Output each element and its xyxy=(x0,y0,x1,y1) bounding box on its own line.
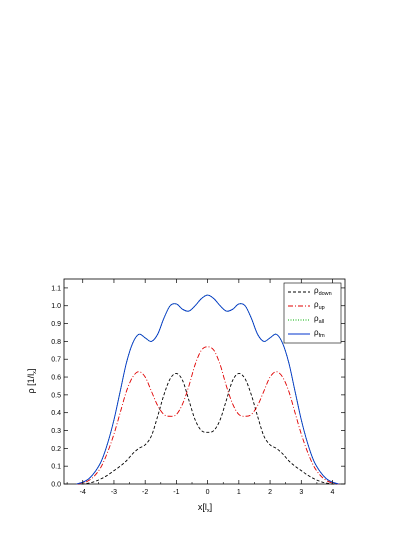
y-tick-label: 0.8 xyxy=(51,339,61,346)
series-group xyxy=(76,294,339,485)
y-tick-label: 0.7 xyxy=(51,357,61,364)
legend-label-down: ρdown xyxy=(314,286,332,297)
y-tick-label: 0.4 xyxy=(51,410,61,417)
legend: ρdown ρup ρall ρfm xyxy=(283,282,342,344)
x-tick-label: -2 xyxy=(142,489,148,496)
x-tick-label: -3 xyxy=(111,489,117,496)
series-line-fm xyxy=(76,294,339,485)
x-tick-label: 2 xyxy=(268,489,272,496)
plot-frame xyxy=(63,278,346,485)
x-tick-label: 1 xyxy=(237,489,241,496)
x-tick-label: 0 xyxy=(206,489,210,496)
x-tick-label: -1 xyxy=(173,489,179,496)
y-tick-label: 0.5 xyxy=(51,392,61,399)
series-line-down xyxy=(76,373,339,485)
y-tick-label: 0.6 xyxy=(51,375,61,382)
y-tick-label: 1.1 xyxy=(51,285,61,292)
y-axis: 0.0 0.1 0.2 0.3 0.4 0.5 0.6 0.7 0.8 0.9 1.0 1.1 xyxy=(51,285,345,489)
x-axis: -4 -3 -2 -1 0 1 2 3 4 xyxy=(66,279,335,496)
legend-label-up: ρup xyxy=(314,300,325,311)
legend-items: ρdown ρup ρall ρfm xyxy=(288,286,332,339)
series-line-up xyxy=(76,346,339,485)
y-tick-label: 1.0 xyxy=(51,303,61,310)
y-tick-label: 0.9 xyxy=(51,321,61,328)
x-tick-label: -4 xyxy=(80,489,86,496)
x-tick-label: 4 xyxy=(331,489,335,496)
y-tick-label: 0.3 xyxy=(51,428,61,435)
y-tick-label: 0.0 xyxy=(51,482,61,489)
x-axis-label: x[lx] xyxy=(198,502,212,514)
legend-label-all: ρall xyxy=(314,314,324,325)
x-tick-label: 3 xyxy=(299,489,303,496)
y-tick-label: 0.2 xyxy=(51,446,61,453)
y-tick-label: 0.1 xyxy=(51,464,61,471)
legend-label-fm: ρfm xyxy=(314,328,325,339)
y-axis-label: ρ [1/lx] xyxy=(26,369,38,394)
legend-box xyxy=(283,282,342,344)
